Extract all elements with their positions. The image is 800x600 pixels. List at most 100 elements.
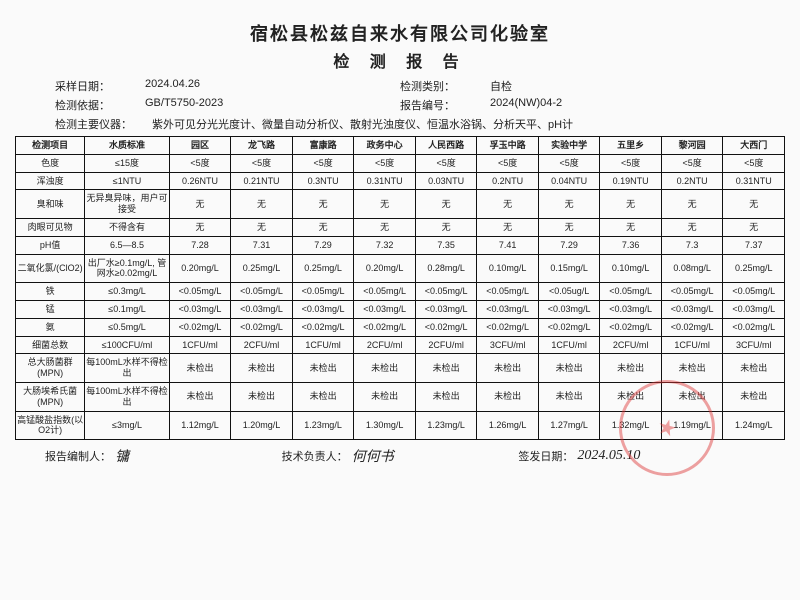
th-param: 检测项目 bbox=[16, 137, 85, 155]
cell-value: 2CFU/ml bbox=[415, 336, 477, 354]
cell-value: 未检出 bbox=[169, 354, 231, 383]
cell-value: 无 bbox=[661, 190, 723, 219]
table-body: 色度≤15度<5度<5度<5度<5度<5度<5度<5度<5度<5度<5度浑浊度≤… bbox=[16, 154, 785, 439]
meta-row-3: 检测主要仪器： 紫外可见分光光度计、微量自动分析仪、散射光浊度仪、恒温水浴锅、分… bbox=[55, 116, 745, 132]
cell-value: 0.10mg/L bbox=[600, 254, 662, 283]
cell-value: <0.02mg/L bbox=[415, 318, 477, 336]
cell-value: <0.03mg/L bbox=[292, 300, 354, 318]
cell-value: 未检出 bbox=[169, 382, 231, 411]
cell-param: pH值 bbox=[16, 236, 85, 254]
cell-value: 未检出 bbox=[292, 382, 354, 411]
cell-value: 未检出 bbox=[415, 354, 477, 383]
cell-value: 7.35 bbox=[415, 236, 477, 254]
cell-value: <5度 bbox=[538, 154, 600, 172]
type-label: 检测类别： bbox=[400, 78, 470, 94]
table-row: 铁≤0.3mg/L<0.05mg/L<0.05mg/L<0.05mg/L<0.0… bbox=[16, 283, 785, 301]
report-no: 2024(NW)04-2 bbox=[490, 97, 562, 113]
cell-value: 2CFU/ml bbox=[600, 336, 662, 354]
th-loc-0: 园区 bbox=[169, 137, 231, 155]
cell-value: 7.3 bbox=[661, 236, 723, 254]
cell-value: 无 bbox=[231, 190, 293, 219]
cell-value: 0.25mg/L bbox=[231, 254, 293, 283]
cell-value: 未检出 bbox=[477, 354, 539, 383]
cell-value: 无 bbox=[477, 218, 539, 236]
cell-value: 无 bbox=[354, 190, 416, 219]
cell-value: 未检出 bbox=[292, 354, 354, 383]
cell-value: <0.05ug/L bbox=[538, 283, 600, 301]
cell-value: 未检出 bbox=[600, 354, 662, 383]
cell-value: <0.02mg/L bbox=[231, 318, 293, 336]
cell-value: 1CFU/ml bbox=[169, 336, 231, 354]
cell-std: ≤15度 bbox=[85, 154, 170, 172]
cell-value: <0.05mg/L bbox=[723, 283, 785, 301]
cell-value: <0.02mg/L bbox=[477, 318, 539, 336]
basis-value: GB/T5750-2023 bbox=[145, 97, 223, 113]
cell-value: 无 bbox=[600, 218, 662, 236]
cell-value: 未检出 bbox=[661, 382, 723, 411]
cell-std: 出厂水≥0.1mg/L, 管网水≥0.02mg/L bbox=[85, 254, 170, 283]
cell-value: <0.05mg/L bbox=[600, 283, 662, 301]
tech-label: 技术负责人： bbox=[282, 448, 348, 464]
cell-value: 1.23mg/L bbox=[292, 411, 354, 440]
cell-value: 0.31NTU bbox=[723, 172, 785, 190]
cell-value: <0.03mg/L bbox=[354, 300, 416, 318]
th-loc-4: 人民西路 bbox=[415, 137, 477, 155]
table-row: 浑浊度≤1NTU0.26NTU0.21NTU0.3NTU0.31NTU0.03N… bbox=[16, 172, 785, 190]
cell-value: 1.19mg/L bbox=[661, 411, 723, 440]
cell-value: <5度 bbox=[661, 154, 723, 172]
cell-value: <5度 bbox=[292, 154, 354, 172]
th-loc-5: 孚玉中路 bbox=[477, 137, 539, 155]
prepared-signature: 镛 bbox=[115, 446, 129, 466]
cell-value: <0.03mg/L bbox=[231, 300, 293, 318]
cell-value: 0.2NTU bbox=[661, 172, 723, 190]
cell-value: 未检出 bbox=[477, 382, 539, 411]
cell-value: 1CFU/ml bbox=[292, 336, 354, 354]
cell-value: 0.20mg/L bbox=[169, 254, 231, 283]
cell-value: <0.05mg/L bbox=[415, 283, 477, 301]
cell-value: <0.05mg/L bbox=[354, 283, 416, 301]
cell-value: 无 bbox=[600, 190, 662, 219]
results-table: 检测项目 水质标准 园区 龙飞路 富康路 政务中心 人民西路 孚玉中路 实验中学… bbox=[15, 136, 785, 440]
cell-std: ≤3mg/L bbox=[85, 411, 170, 440]
cell-value: 0.25mg/L bbox=[292, 254, 354, 283]
cell-value: <5度 bbox=[415, 154, 477, 172]
cell-value: 未检出 bbox=[415, 382, 477, 411]
cell-value: <0.03mg/L bbox=[415, 300, 477, 318]
cell-value: 0.26NTU bbox=[169, 172, 231, 190]
cell-value: 1CFU/ml bbox=[538, 336, 600, 354]
cell-value: 2CFU/ml bbox=[231, 336, 293, 354]
cell-param: 臭和味 bbox=[16, 190, 85, 219]
cell-value: 未检出 bbox=[354, 382, 416, 411]
cell-value: 2CFU/ml bbox=[354, 336, 416, 354]
cell-value: 未检出 bbox=[231, 382, 293, 411]
cell-value: 0.21NTU bbox=[231, 172, 293, 190]
cell-std: ≤1NTU bbox=[85, 172, 170, 190]
cell-std: ≤0.5mg/L bbox=[85, 318, 170, 336]
instruments-label: 检测主要仪器： bbox=[55, 116, 132, 132]
cell-value: 无 bbox=[538, 218, 600, 236]
meta-row-1: 采样日期： 2024.04.26 检测类别： 自检 bbox=[55, 78, 745, 94]
cell-value: 无 bbox=[415, 218, 477, 236]
table-row: pH值6.5—8.57.287.317.297.327.357.417.297.… bbox=[16, 236, 785, 254]
cell-value: 7.37 bbox=[723, 236, 785, 254]
cell-param: 二氧化氯/(ClO2) bbox=[16, 254, 85, 283]
cell-value: 无 bbox=[292, 190, 354, 219]
table-row: 臭和味无异臭异味，用户可接受无无无无无无无无无无 bbox=[16, 190, 785, 219]
cell-std: 每100mL水样不得检出 bbox=[85, 382, 170, 411]
cell-param: 大肠埃希氏菌 (MPN) bbox=[16, 382, 85, 411]
table-row: 大肠埃希氏菌 (MPN)每100mL水样不得检出未检出未检出未检出未检出未检出未… bbox=[16, 382, 785, 411]
cell-value: 1.32mg/L bbox=[600, 411, 662, 440]
instruments-value: 紫外可见分光光度计、微量自动分析仪、散射光浊度仪、恒温水浴锅、分析天平、pH计 bbox=[152, 116, 573, 132]
cell-value: 7.29 bbox=[538, 236, 600, 254]
header-row: 检测项目 水质标准 园区 龙飞路 富康路 政务中心 人民西路 孚玉中路 实验中学… bbox=[16, 137, 785, 155]
cell-value: 0.03NTU bbox=[415, 172, 477, 190]
cell-value: <5度 bbox=[723, 154, 785, 172]
cell-value: 1.20mg/L bbox=[231, 411, 293, 440]
cell-value: 0.08mg/L bbox=[661, 254, 723, 283]
cell-value: 无 bbox=[661, 218, 723, 236]
cell-value: 无 bbox=[292, 218, 354, 236]
cell-value: <0.02mg/L bbox=[723, 318, 785, 336]
table-row: 色度≤15度<5度<5度<5度<5度<5度<5度<5度<5度<5度<5度 bbox=[16, 154, 785, 172]
basis-label: 检测依据： bbox=[55, 97, 125, 113]
company-title: 宿松县松兹自来水有限公司化验室 bbox=[15, 20, 785, 46]
